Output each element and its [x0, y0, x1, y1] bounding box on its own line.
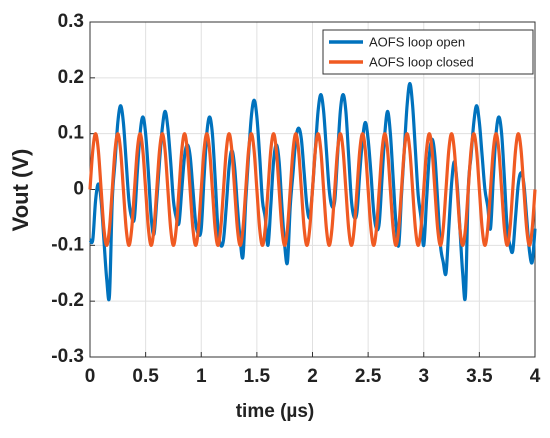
- x-tick-label: 1: [196, 366, 207, 387]
- y-tick-label: 0.2: [58, 67, 84, 88]
- y-tick-label: -0.1: [51, 234, 84, 255]
- x-tick-label: 0.5: [132, 366, 159, 387]
- y-tick-label: -0.2: [51, 290, 84, 311]
- x-tick-label: 0: [85, 366, 96, 387]
- x-tick-label: 3.5: [466, 366, 493, 387]
- legend-label: AOFS loop closed: [369, 54, 474, 69]
- x-axis-label: time (µs): [236, 401, 315, 422]
- y-tick-label: -0.3: [51, 346, 84, 367]
- x-tick-label: 1.5: [244, 366, 271, 387]
- legend-box: [322, 29, 534, 75]
- x-tick-label: 2.5: [355, 366, 382, 387]
- x-tick-label: 3: [418, 366, 429, 387]
- y-axis-label: Vout (V): [8, 149, 33, 232]
- x-tick-label: 4: [530, 366, 541, 387]
- y-tick-label: 0.3: [58, 11, 84, 32]
- x-tick-label: 2: [307, 366, 318, 387]
- y-tick-label: 0.1: [58, 123, 85, 144]
- series-line: [88, 132, 537, 247]
- legend-label: AOFS loop open: [369, 34, 465, 49]
- y-tick-label: 0: [73, 179, 84, 200]
